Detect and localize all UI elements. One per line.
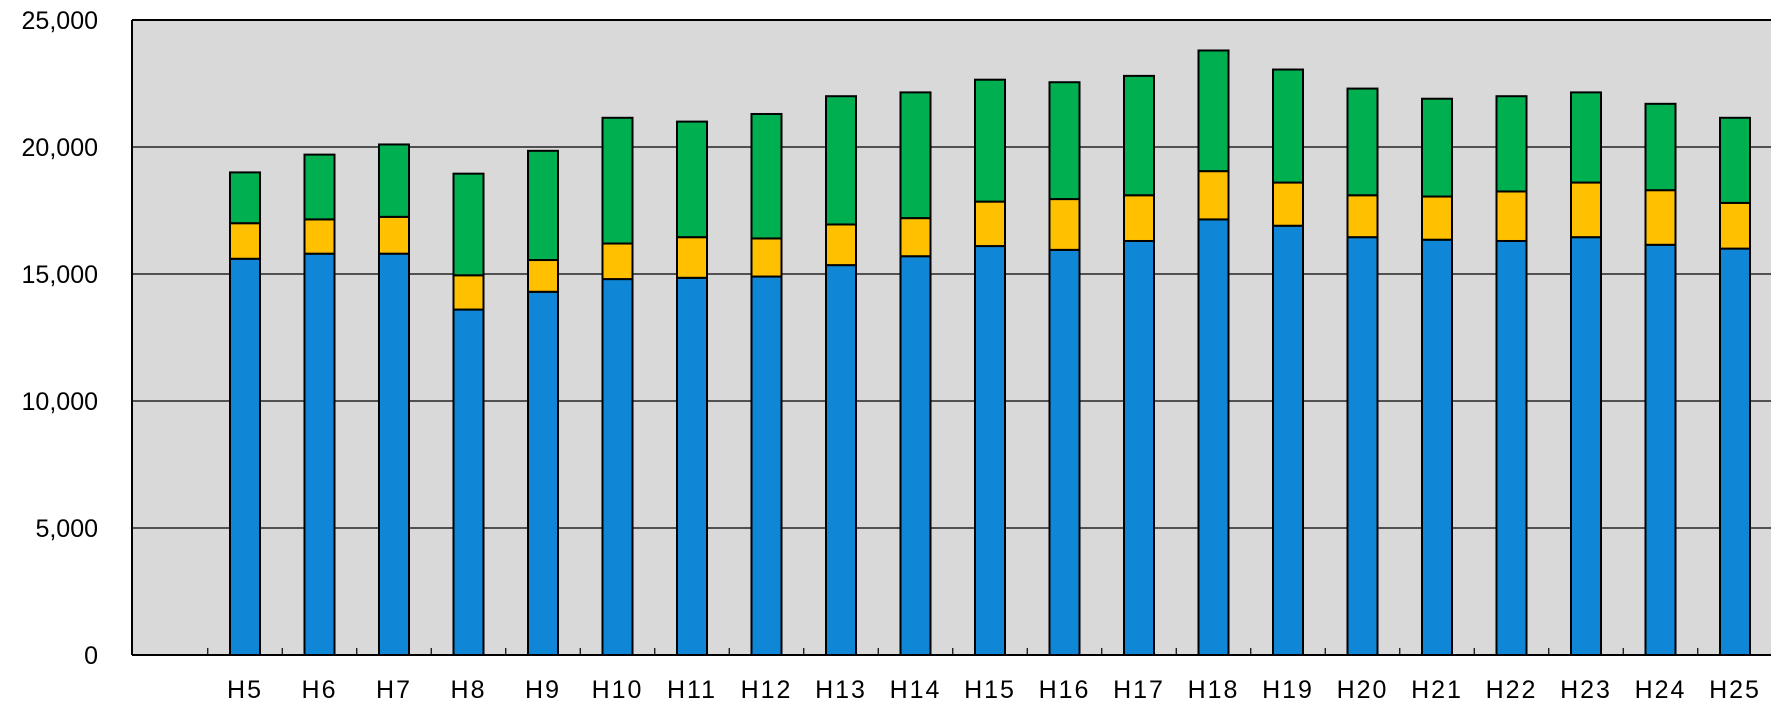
x-tick-label-h9: H9 [525,676,561,704]
x-tick-label-h13: H13 [815,676,867,704]
y-tick-labels: 0 5,000 10,000 15,000 20,000 25,000 [22,7,98,670]
bar-segment-2-h25 [1719,201,1751,250]
bar-segment-1-h21 [1421,238,1453,657]
bar-segment-3-h11 [676,120,708,239]
y-tick-label: 0 [84,642,98,670]
bar-segment-2-h6 [303,218,336,255]
bar-segment-1-h20 [1346,236,1379,656]
bar-segment-2-h5 [229,222,261,260]
bars [229,49,1751,657]
bar-segment-1-h25 [1719,247,1751,656]
bar-segment-3-h8 [452,172,485,277]
bar-segment-2-h13 [825,223,857,267]
x-tick-label-h15: H15 [964,676,1016,704]
bar-segment-2-h8 [452,274,485,311]
bar-segment-1-h16 [1048,248,1081,656]
y-tick-label: 20,000 [22,134,98,162]
bar-segment-1-h23 [1570,236,1602,656]
bar-segment-1-h13 [825,264,857,656]
bar-segment-2-h12 [750,237,783,278]
x-tick-label-h25: H25 [1709,676,1761,704]
bar-segment-2-h24 [1644,189,1677,246]
bar-segment-3-h16 [1048,81,1081,201]
bar-segment-3-h15 [974,78,1006,203]
bar-segment-3-h17 [1123,74,1155,197]
bar-segment-2-h15 [974,200,1006,248]
x-tick-label-h10: H10 [592,676,644,704]
bar-segment-3-h21 [1421,97,1453,198]
x-tick-label-h20: H20 [1337,676,1389,704]
bar-segment-3-h19 [1272,68,1304,184]
bar-segment-3-h10 [601,116,634,245]
y-tick-label: 25,000 [22,7,98,35]
y-tick-label: 10,000 [22,388,98,416]
x-tick-label-h22: H22 [1486,676,1538,704]
bar-segment-1-h15 [974,245,1006,656]
bar-segment-1-h9 [527,290,559,656]
bar-segment-1-h18 [1197,218,1230,656]
x-tick-label-h6: H6 [302,676,338,704]
bar-segment-3-h7 [378,143,410,218]
bar-segment-1-h22 [1495,239,1528,656]
bar-segment-2-h17 [1123,194,1155,242]
x-tick-label-h18: H18 [1188,676,1240,704]
x-tick-label-h12: H12 [741,676,793,704]
bar-segment-1-h10 [601,278,634,656]
bar-segment-3-h9 [527,149,559,262]
x-tick-label-h17: H17 [1113,676,1165,704]
x-tick-label-h23: H23 [1560,676,1612,704]
x-tick-label-h21: H21 [1411,676,1463,704]
bar-segment-3-h14 [899,91,932,220]
bar-segment-3-h23 [1570,91,1602,184]
bar-segment-1-h6 [303,252,336,656]
bar-segment-2-h10 [601,242,634,281]
x-tick-marks [207,648,1699,655]
bar-segment-2-h11 [676,236,708,279]
bar-segment-3-h25 [1719,116,1751,204]
bar-segment-1-h7 [378,252,410,656]
bar-segment-3-h13 [825,95,857,226]
axes [131,20,1771,656]
x-tick-label-h14: H14 [890,676,942,704]
bar-segment-3-h6 [303,153,336,221]
bar-segment-3-h18 [1197,49,1230,173]
x-tick-label-h19: H19 [1262,676,1314,704]
x-tick-label-h11: H11 [667,676,717,704]
x-tick-labels: H5 H6 H7 H8 H9 H10 H11 H12 H13 H14 H15 H16 H17 H18 H19… [227,676,1761,704]
bar-segment-2-h20 [1346,194,1379,239]
bar-segment-2-h19 [1272,181,1304,227]
bar-segment-2-h14 [899,217,932,258]
bar-segment-3-h12 [750,112,783,240]
bar-segment-2-h23 [1570,181,1602,239]
bar-segment-1-h14 [899,255,932,656]
bar-segment-2-h16 [1048,198,1081,251]
bar-segment-2-h21 [1421,195,1453,241]
x-tick-label-h8: H8 [451,676,487,704]
y-tick-label: 15,000 [22,261,98,289]
bar-segment-1-h8 [452,308,485,656]
bar-segment-1-h11 [676,276,708,656]
x-tick-label-h24: H24 [1635,676,1687,704]
bar-segment-3-h5 [229,171,261,225]
bar-segment-3-h22 [1495,95,1528,193]
x-tick-label-h5: H5 [227,676,263,704]
x-tick-label-h7: H7 [376,676,412,704]
bar-segment-2-h18 [1197,170,1230,221]
bar-segment-1-h24 [1644,243,1677,656]
bar-segment-1-h5 [229,257,261,656]
bar-segment-3-h24 [1644,102,1677,192]
bar-segment-1-h19 [1272,224,1304,657]
bar-segment-3-h20 [1346,87,1379,197]
bar-segment-1-h12 [750,275,783,656]
y-tick-label: 5,000 [35,515,98,543]
bar-segment-2-h7 [378,215,410,255]
bar-segment-2-h9 [527,259,559,293]
x-tick-label-h16: H16 [1039,676,1091,704]
bar-segment-2-h22 [1495,190,1528,242]
bar-segment-1-h17 [1123,239,1155,656]
